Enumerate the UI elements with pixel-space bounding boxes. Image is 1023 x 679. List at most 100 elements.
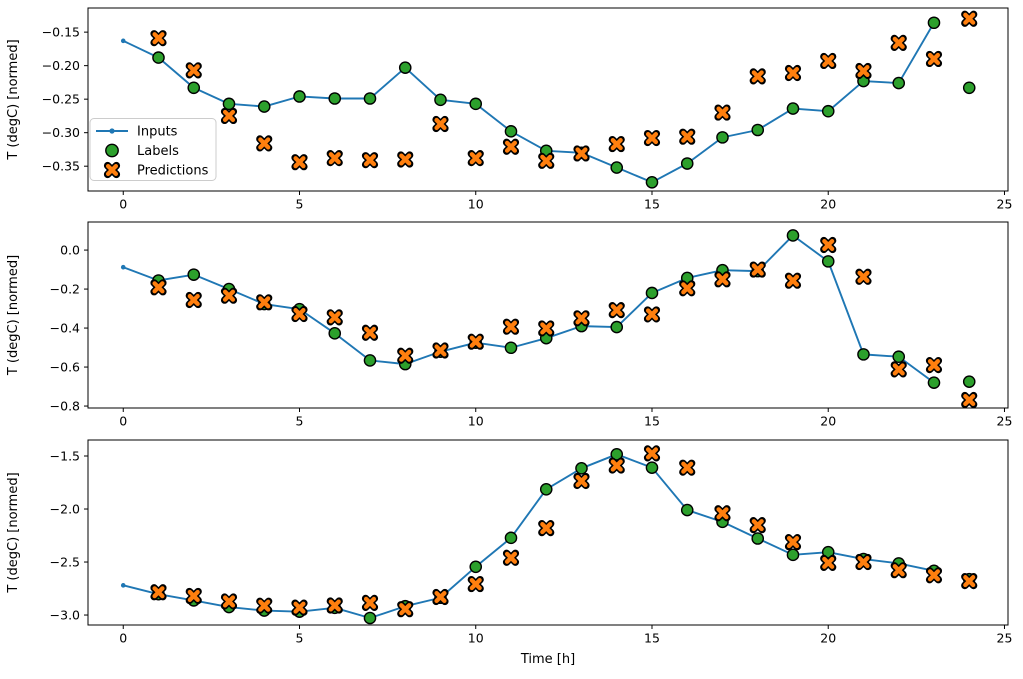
prediction-x-core	[645, 308, 659, 321]
y-tick-label: 0.0	[60, 242, 80, 257]
prediction-x-core	[575, 147, 588, 160]
prediction-x-core	[258, 296, 271, 309]
prediction-x-core	[645, 131, 659, 145]
labels-markers	[152, 16, 976, 189]
y-axis: −1.5 −2.0 −2.5 −3.0	[50, 448, 88, 622]
label-circle-marker	[610, 320, 624, 334]
prediction-x-core	[892, 363, 905, 376]
x-tick-label: 20	[820, 414, 836, 429]
x-tick-label: 10	[468, 631, 484, 646]
input-dot-marker	[120, 38, 126, 44]
label-circle-marker	[504, 125, 518, 138]
prediction-x-core	[328, 152, 341, 165]
y-axis: 0.0 −0.2 −0.4 −0.6 −0.8	[50, 242, 88, 413]
prediction-x-core	[892, 36, 905, 49]
x-tick-label: 5	[296, 631, 304, 646]
x-tick-label: 20	[820, 631, 836, 646]
x-tick-label: 0	[119, 631, 127, 646]
prediction-x-core	[222, 595, 236, 608]
label-circle-marker	[222, 97, 236, 111]
prediction-x-core	[328, 599, 341, 612]
x-tick-label: 25	[997, 414, 1013, 429]
label-circle-marker	[680, 157, 694, 170]
x-tick-label: 15	[644, 631, 660, 646]
prediction-x-core	[610, 138, 623, 151]
label-circle-marker	[892, 76, 906, 90]
label-circle-marker	[857, 348, 870, 361]
label-circle-marker	[680, 503, 694, 517]
legend-box	[89, 118, 217, 181]
y-axis-label: T (degC) [normed]	[6, 39, 21, 160]
label-circle-marker	[821, 255, 835, 268]
y-tick-label: −0.35	[42, 158, 80, 173]
prediction-x-core	[258, 599, 271, 612]
prediction-x-core	[152, 281, 165, 294]
label-circle-marker	[786, 548, 800, 562]
y-tick-label: −2.5	[50, 554, 80, 569]
prediction-x-core	[434, 344, 447, 357]
label-circle-marker	[575, 462, 588, 475]
prediction-x-core	[681, 130, 694, 143]
prediction-x-core	[681, 461, 694, 474]
x-tick-label: 5	[296, 414, 304, 429]
x-tick-label: 25	[997, 197, 1013, 212]
prediction-x-core	[892, 564, 905, 577]
prediction-x-core	[857, 64, 870, 78]
prediction-x-core	[540, 322, 553, 335]
prediction-x-core	[927, 569, 941, 582]
label-circle-marker	[786, 229, 800, 242]
prediction-x-core	[610, 459, 623, 472]
x-axis: 0 5 10 15 20 25	[119, 408, 1012, 429]
prediction-x-core	[716, 507, 729, 520]
predictions-markers	[150, 445, 978, 618]
label-circle-marker	[645, 461, 659, 474]
prediction-x-core	[751, 519, 764, 532]
x-tick-label: 10	[468, 414, 484, 429]
prediction-x-core	[716, 273, 729, 286]
input-dot-marker	[120, 264, 126, 270]
label-circle-marker	[187, 268, 201, 281]
prediction-x-core	[469, 578, 482, 591]
y-axis: −0.15 −0.20 −0.25 −0.30 −0.35	[42, 24, 88, 173]
prediction-x-core	[963, 575, 976, 588]
prediction-x-core	[152, 586, 165, 599]
prediction-x-core	[786, 66, 800, 80]
label-circle-marker	[927, 16, 941, 30]
prediction-x-core	[575, 312, 588, 325]
x-tick-label: 0	[119, 414, 127, 429]
x-tick-label: 0	[119, 197, 127, 212]
prediction-x-core	[504, 140, 518, 153]
prediction-x-core	[399, 153, 412, 166]
label-circle-marker	[152, 51, 165, 64]
label-circle-marker	[716, 131, 729, 144]
prediction-x-core	[575, 474, 588, 488]
prediction-x-core	[822, 556, 835, 569]
x-axis: 0 5 10 15 20 25	[119, 625, 1012, 646]
x-tick-label: 5	[296, 197, 304, 212]
x-tick-label: 25	[997, 631, 1013, 646]
x-tick-label: 15	[644, 414, 660, 429]
prediction-x-core	[963, 393, 976, 407]
x-tick-label: 15	[644, 197, 660, 212]
subplot-3: −1.5 −2.0 −2.5 −3.0 0 5 10 15 20 25 T (degC) [norm…	[6, 439, 1012, 646]
prediction-x-core	[328, 311, 341, 324]
prediction-x-core	[540, 154, 553, 167]
legend-item-label: Predictions	[137, 164, 209, 179]
prediction-x-core	[293, 156, 306, 169]
legend: Inputs Labels Predictions	[89, 118, 217, 181]
legend-inputs-dot	[109, 128, 115, 134]
prediction-x-core	[399, 603, 412, 616]
subplot-1: −0.15 −0.20 −0.25 −0.30 −0.35 0 5 10 15 20 25 T (de…	[6, 7, 1013, 212]
y-tick-label: −0.25	[42, 91, 80, 106]
y-tick-label: −3.0	[50, 607, 80, 622]
prediction-x-core	[363, 596, 377, 609]
label-circle-marker	[363, 611, 377, 625]
x-tick-label: 20	[820, 197, 836, 212]
label-circle-marker	[927, 376, 941, 389]
label-circle-marker	[434, 93, 447, 107]
y-axis-label: T (degC) [normed]	[6, 472, 21, 593]
label-circle-marker	[504, 341, 518, 355]
label-circle-marker	[469, 560, 483, 574]
label-circle-marker	[962, 81, 976, 95]
